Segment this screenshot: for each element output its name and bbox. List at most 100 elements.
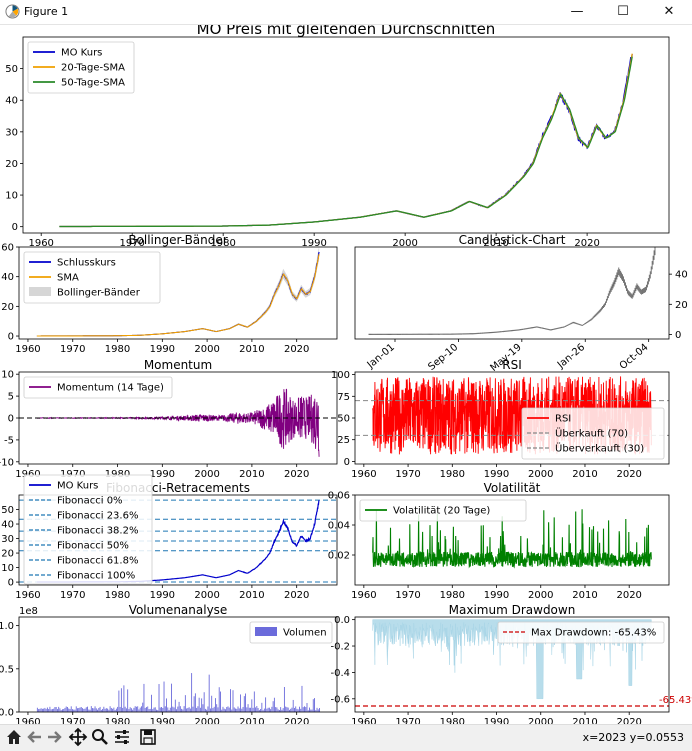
price-ytick-label: 20 [5,159,18,170]
rsi-legend: RSI Überkauft (70) Überverkauft (30) [521,407,665,460]
volume-bar [297,709,299,712]
volatility-plot-area [372,509,652,569]
volatility-title: Volatilität [484,481,541,495]
momentum-xtick-label: 1990 [150,469,175,480]
volume-bar [173,707,175,712]
volume-bar [281,709,283,712]
volume-bar [159,707,161,712]
volume-bar [236,708,238,712]
volume-bar [129,707,131,712]
fibonacci-ytick-label: 50 [1,505,14,516]
volume-bar [282,708,284,712]
drawdown-annotation: -65.43% [659,695,692,706]
volatility-xtick-label: 1980 [440,590,465,601]
volume-bar [79,707,81,712]
price-legend-box [27,41,135,94]
close-button[interactable]: ✕ [663,4,675,19]
bollinger-xtick-label: 2010 [239,344,264,355]
volume-bar [291,707,293,712]
fibonacci-legend-label: Fibonacci 38.2% [57,526,138,537]
volume-bar [237,706,239,712]
rsi-ytick-label: 50 [337,414,350,425]
momentum-series [36,388,320,457]
volatility-ytick-label: 0.02 [328,551,350,562]
volume-bar [253,691,255,712]
volume-bar [120,688,122,712]
volume-bar [257,707,259,712]
drawdown-xtick-label: 1960 [351,717,376,724]
configure-subplots-icon[interactable] [112,727,132,747]
volume-bar [309,707,310,712]
volume-bar [250,707,252,712]
fibonacci-legend-label: Fibonacci 100% [57,571,135,582]
price-legend-label: MO Kurs [61,48,102,59]
drawdown-legend: Max Drawdown: -65.43% [497,621,665,644]
momentum-legend-box [23,376,173,399]
maximize-button[interactable]: ☐ [617,4,629,19]
volatility-xtick-label: 2010 [572,590,597,601]
drawdown-ytick-label: 0.0 [334,615,350,626]
rsi-ytick-label: 0 [344,457,350,468]
volume-xtick-label: 1980 [105,717,130,724]
volume-bar [39,708,41,712]
volume-bar [275,707,277,712]
volume-bar [61,709,63,712]
volatility-series [372,509,652,569]
momentum-xtick-label: 2020 [284,469,309,480]
matplotlib-logo-icon [5,4,20,19]
price-xtick-label: 2000 [392,238,417,249]
volume-xtick-label: 1960 [15,717,40,724]
volume-bar [156,709,157,712]
bollinger-xtick-label: 2000 [194,344,219,355]
volume-bar [43,708,45,712]
volume-bar [191,673,193,712]
volume-bar [314,698,315,712]
momentum-legend: Momentum (14 Tage) [23,376,173,399]
volume-bar [278,709,280,712]
volume-bar [310,709,312,712]
rsi-axes: RSI 1960 1970 1980 1990 2000 2010 2020 0 25 50 75 10… [331,358,670,480]
volume-bar [194,693,196,712]
rsi-xtick-label: 2000 [528,469,553,480]
drawdown-xtick-label: 2000 [528,717,553,724]
volume-bar [223,708,225,712]
back-arrow-icon[interactable] [25,727,45,747]
rsi-xtick-label: 2010 [572,469,597,480]
volume-bar [112,708,114,712]
volume-bar [319,708,320,712]
volume-bar [109,706,111,712]
volume-bar [64,707,66,712]
volume-bar [166,698,167,712]
volume-bar [280,707,282,712]
volume-bar [251,699,253,712]
candlestick-xtick-label: Jan-26 [555,342,587,371]
volume-bar [54,707,56,712]
price-xtick-label: 2020 [574,238,599,249]
candlestick-frame [354,246,670,340]
volume-bar [183,706,185,712]
volume-bar [260,709,262,712]
bollinger-xtick-label: 1990 [150,344,175,355]
zoom-icon[interactable] [90,727,110,747]
save-icon[interactable] [138,727,158,747]
volume-bar [143,683,145,712]
volume-bar [171,683,173,712]
volume-bar [213,706,215,712]
volume-bar [87,706,88,712]
home-icon[interactable] [4,727,24,747]
volume-bar [161,707,162,712]
volume-bar [294,707,295,712]
pan-icon[interactable] [68,727,88,747]
bollinger-title: Bollinger-Bänder [128,233,227,247]
volume-bar [292,699,294,712]
volume-bar [147,706,149,712]
drawdown-xtick-label: 1970 [395,717,420,724]
volatility-legend-label: Volatilität (20 Tage) [393,506,490,517]
volume-legend-swatch [255,627,277,636]
volume-bar [98,708,100,712]
forward-arrow-icon[interactable] [44,727,64,747]
minimize-button[interactable]: — [570,4,584,19]
volatility-ytick-label: 0.04 [328,521,350,532]
drawdown-xtick-label: 1990 [484,717,509,724]
